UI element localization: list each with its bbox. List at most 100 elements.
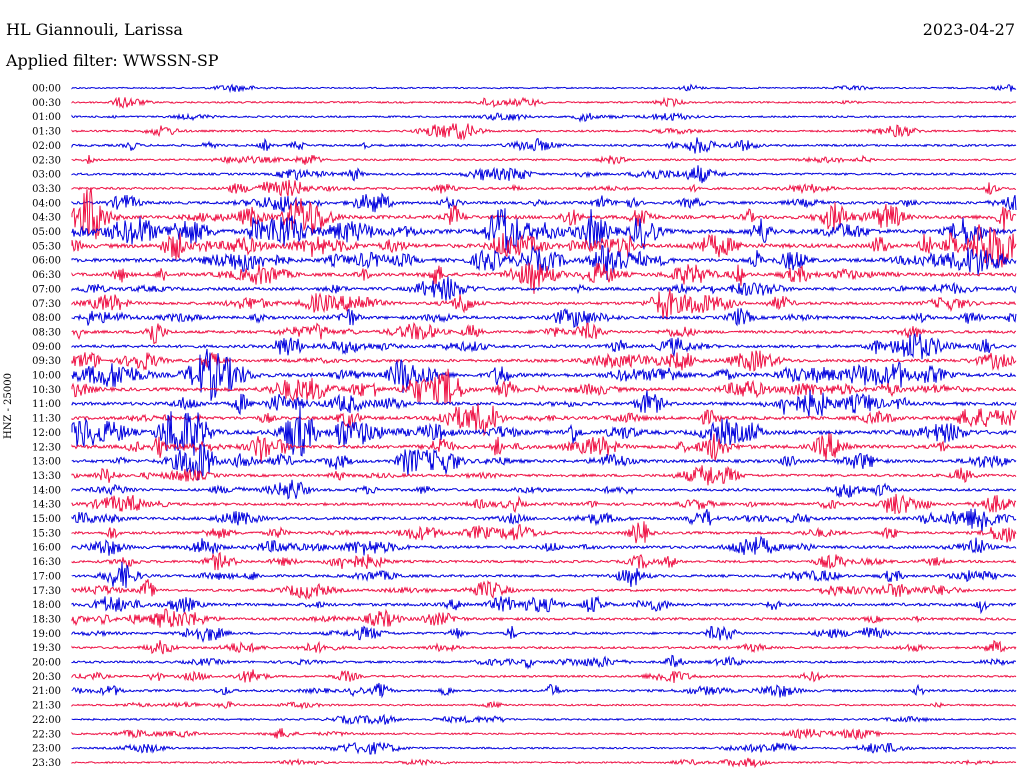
time-tick-label: 10:30 (32, 385, 61, 396)
time-tick-label: 19:30 (32, 643, 61, 654)
time-tick-label: 17:00 (32, 571, 61, 582)
time-tick-label: 23:00 (32, 744, 61, 755)
seismic-trace-row (71, 551, 1017, 571)
seismic-trace-row (71, 137, 1017, 154)
seismic-trace-row (71, 521, 1017, 544)
time-tick-label: 18:00 (32, 600, 61, 611)
seismic-trace-row (71, 350, 1017, 372)
time-tick-label: 20:30 (32, 672, 61, 683)
time-tick-label: 06:30 (32, 270, 61, 281)
time-tick-label: 20:00 (32, 658, 61, 669)
time-tick-label: 22:00 (32, 715, 61, 726)
seismic-trace-row (71, 96, 1017, 109)
time-tick-label: 16:00 (32, 543, 61, 554)
seismic-trace-row (71, 154, 1017, 165)
seismic-trace-row (71, 112, 1017, 123)
seismic-trace-row (71, 595, 1017, 615)
time-tick-label: 05:30 (32, 241, 61, 252)
time-tick-label: 19:00 (32, 629, 61, 640)
time-tick-label: 21:30 (32, 701, 61, 712)
time-tick-label: 14:00 (32, 485, 61, 496)
time-tick-label: 10:00 (32, 371, 61, 382)
seismic-trace-row (71, 368, 1016, 405)
seismic-trace-row (71, 728, 1017, 741)
seismic-trace-row (71, 321, 1017, 345)
seismic-trace-row (71, 276, 1017, 301)
time-tick-label: 03:00 (32, 170, 61, 181)
seismic-trace-row (71, 625, 1017, 643)
seismic-trace-row (71, 561, 1017, 588)
time-tick-label: 06:00 (32, 256, 61, 267)
seismic-trace-row (71, 403, 1017, 437)
seismic-trace-row (71, 479, 1017, 500)
seismic-trace-row (71, 654, 1016, 670)
time-tick-label: 15:30 (32, 528, 61, 539)
seismic-trace-row (71, 208, 1017, 254)
time-tick-label: 04:00 (32, 198, 61, 209)
seismic-trace-row (71, 741, 1017, 755)
seismic-trace-row (71, 333, 1017, 360)
time-tick-label: 02:00 (32, 141, 61, 152)
seismic-trace-row (71, 262, 1017, 294)
seismic-trace-row (71, 165, 1017, 184)
time-tick-label: 04:30 (32, 213, 61, 224)
seismic-trace-row (71, 608, 1017, 628)
time-tick-label: 07:00 (32, 284, 61, 295)
time-tick-labels: 00:00 00:30 01:00 01:30 02:00 02:30 03:00 03:30… (32, 84, 61, 769)
time-tick-label: 00:00 (32, 84, 61, 95)
time-tick-label: 18:30 (32, 614, 61, 625)
seismic-trace-row (71, 508, 1017, 533)
time-tick-label: 23:30 (32, 758, 61, 769)
date-label: 2023-04-27 (922, 20, 1015, 39)
seismic-trace-row (71, 700, 1016, 710)
time-tick-label: 09:00 (32, 342, 61, 353)
time-tick-label: 00:30 (32, 98, 61, 109)
seismic-trace-row (71, 187, 1017, 240)
seismic-trace-row (71, 639, 1017, 655)
seismic-trace-row (71, 757, 1017, 769)
seismic-trace-row (71, 179, 1017, 197)
seismic-trace-row (71, 244, 1017, 281)
seismic-trace-row (71, 390, 1017, 418)
time-tick-label: 08:00 (32, 313, 61, 324)
time-tick-label: 11:30 (32, 414, 61, 425)
time-tick-label: 21:00 (32, 686, 61, 697)
time-tick-label: 01:30 (32, 127, 61, 138)
seismic-trace-row (71, 713, 1017, 725)
filter-label: Applied filter: WWSSN-SP (6, 51, 219, 70)
time-tick-label: 17:30 (32, 586, 61, 597)
time-tick-label: 02:30 (32, 155, 61, 166)
seismic-trace-row (71, 493, 1017, 515)
time-tick-label: 12:30 (32, 442, 61, 453)
seismic-trace-row (71, 579, 1017, 601)
time-tick-label: 13:30 (32, 471, 61, 482)
time-tick-label: 13:00 (32, 457, 61, 468)
seismic-trace-row (71, 288, 1017, 320)
seismic-trace-row (71, 83, 1017, 94)
seismic-trace-row (71, 224, 1017, 268)
time-tick-label: 16:30 (32, 557, 61, 568)
seismic-trace-row (71, 669, 1017, 684)
time-tick-label: 08:30 (32, 327, 61, 338)
seismic-trace-row (71, 535, 1017, 556)
time-tick-label: 07:30 (32, 299, 61, 310)
time-tick-label: 01:00 (32, 112, 61, 123)
seismic-trace-row (71, 308, 1017, 328)
time-tick-label: 03:30 (32, 184, 61, 195)
time-tick-label: 22:30 (32, 729, 61, 740)
seismic-trace-row (71, 432, 1017, 464)
seismic-trace-row (71, 348, 1017, 401)
time-tick-label: 09:30 (32, 356, 61, 367)
seismic-traces (71, 83, 1017, 769)
time-tick-label: 14:30 (32, 500, 61, 511)
time-tick-label: 11:00 (32, 399, 61, 410)
seismic-trace-row (71, 123, 1017, 141)
seismic-trace-row (71, 443, 1017, 481)
time-tick-label: 12:00 (32, 428, 61, 439)
seismic-trace-row (71, 465, 1017, 486)
seismic-trace-row (71, 406, 1017, 457)
time-tick-label: 05:00 (32, 227, 61, 238)
time-tick-label: 15:00 (32, 514, 61, 525)
seismic-trace-row (71, 192, 1017, 213)
